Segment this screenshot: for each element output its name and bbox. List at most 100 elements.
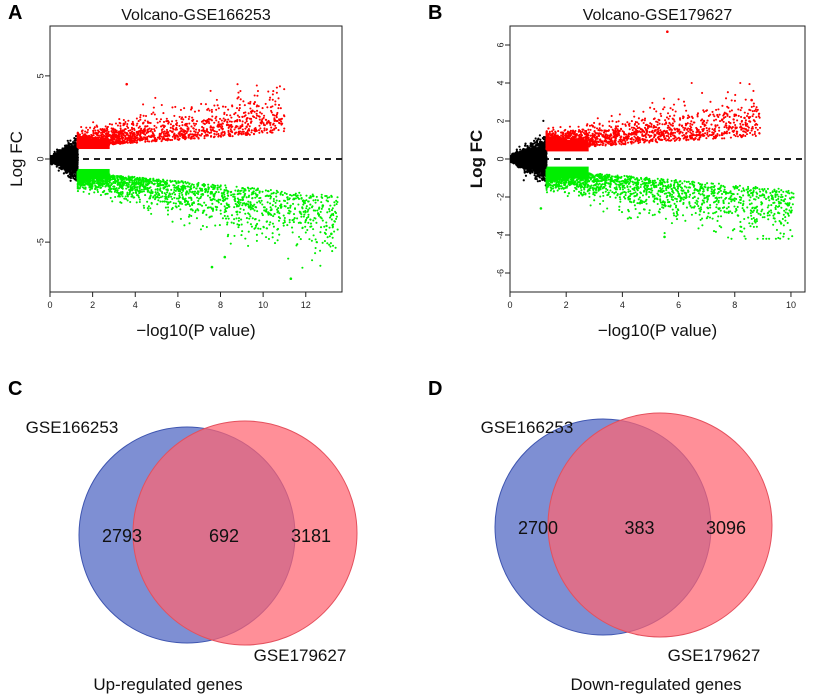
- point-up-regulated: [173, 134, 176, 137]
- point-up-regulated: [187, 136, 190, 139]
- point-up-regulated: [140, 127, 143, 130]
- point-not-significant: [61, 150, 64, 153]
- point-up-regulated: [166, 120, 169, 123]
- point-up-regulated: [76, 136, 80, 139]
- panel-label-d: D: [428, 378, 443, 400]
- point-up-regulated: [211, 115, 214, 118]
- point-up-regulated: [220, 123, 223, 126]
- point-up-regulated: [193, 137, 196, 140]
- point-up-regulated: [245, 120, 248, 123]
- point-up-regulated: [281, 122, 284, 125]
- point-down-regulated: [287, 257, 290, 260]
- point-down-regulated: [245, 217, 248, 220]
- point-up-regulated: [114, 122, 118, 125]
- point-not-significant: [58, 150, 61, 153]
- point-up-regulated: [200, 102, 203, 105]
- point-not-significant: [64, 155, 67, 158]
- point-down-regulated: [241, 204, 244, 207]
- point-not-significant: [56, 154, 59, 157]
- point-up-regulated: [115, 133, 118, 136]
- point-up-regulated: [258, 131, 261, 134]
- point-not-significant: [62, 160, 65, 163]
- point-up-regulated: [169, 129, 172, 132]
- point-up-regulated: [227, 133, 230, 136]
- point-not-significant: [68, 163, 71, 166]
- point-up-regulated: [90, 135, 93, 138]
- point-up-regulated: [166, 130, 169, 133]
- point-up-regulated: [275, 113, 278, 116]
- point-down-regulated: [239, 207, 242, 210]
- point-up-regulated: [129, 129, 132, 132]
- point-down-regulated: [190, 214, 193, 217]
- point-up-regulated: [229, 135, 232, 138]
- point-up-regulated: [215, 133, 218, 136]
- point-up-regulated: [181, 121, 184, 124]
- point-down-regulated: [215, 190, 218, 193]
- point-down-regulated: [188, 222, 191, 225]
- point-up-regulated: [120, 134, 123, 137]
- x-tick-label: 2: [90, 300, 95, 310]
- point-up-regulated: [139, 133, 142, 136]
- point-up-regulated: [229, 128, 232, 131]
- point-down-regulated: [256, 210, 259, 213]
- point-up-regulated: [275, 116, 278, 119]
- point-up-regulated: [227, 129, 230, 132]
- point-up-regulated: [80, 125, 83, 129]
- point-up-regulated: [279, 107, 282, 110]
- point-up-regulated: [272, 123, 275, 126]
- point-down-regulated: [323, 225, 326, 228]
- point-up-regulated: [185, 123, 188, 127]
- point-down-regulated: [302, 203, 305, 206]
- point-up-regulated: [217, 107, 220, 110]
- point-up-regulated: [190, 137, 193, 140]
- x-tick-label: 12: [301, 300, 311, 310]
- point-up-regulated: [227, 118, 230, 121]
- point-up-regulated: [217, 120, 220, 124]
- point-up-regulated: [202, 119, 205, 122]
- point-up-regulated: [162, 112, 165, 115]
- point-up-regulated: [137, 126, 140, 129]
- point-down-regulated: [259, 201, 262, 204]
- point-not-significant: [64, 149, 67, 153]
- point-up-regulated: [147, 121, 150, 124]
- point-up-regulated: [253, 94, 256, 97]
- point-down-regulated: [248, 217, 251, 220]
- point-up-regulated: [272, 90, 275, 93]
- point-up-regulated: [197, 136, 200, 139]
- point-up-regulated: [143, 127, 146, 130]
- point-up-regulated: [135, 137, 138, 140]
- point-not-significant: [63, 167, 66, 170]
- point-up-regulated: [126, 125, 129, 128]
- point-up-regulated: [269, 123, 272, 126]
- point-up-regulated: [179, 108, 182, 111]
- point-up-regulated: [171, 135, 174, 138]
- point-up-regulated: [89, 126, 92, 129]
- y-tick-label: 5: [35, 73, 45, 78]
- point-not-significant: [76, 156, 79, 159]
- point-up-regulated: [132, 137, 135, 140]
- point-down-regulated: [223, 205, 226, 208]
- point-up-regulated: [160, 140, 163, 143]
- point-up-regulated: [141, 122, 145, 125]
- point-not-significant: [67, 174, 70, 177]
- point-up-regulated: [189, 130, 192, 133]
- point-up-regulated: [233, 128, 236, 131]
- point-up-regulated: [246, 123, 250, 126]
- point-up-regulated: [92, 137, 96, 140]
- point-up-regulated: [280, 117, 284, 120]
- point-not-significant: [74, 165, 77, 168]
- point-up-regulated: [131, 141, 134, 144]
- y-axis-label: Log FC: [7, 131, 26, 187]
- point-down-regulated: [181, 193, 184, 197]
- point-up-regulated: [119, 127, 122, 130]
- point-not-significant: [69, 158, 72, 161]
- point-down-regulated: [328, 226, 331, 229]
- point-up-regulated: [146, 125, 149, 128]
- point-up-regulated: [248, 125, 251, 128]
- point-up-regulated: [144, 125, 147, 128]
- point-up-regulated: [95, 133, 99, 136]
- point-up-regulated: [134, 139, 137, 142]
- point-up-regulated: [209, 126, 212, 129]
- point-up-regulated: [222, 117, 225, 120]
- point-down-regulated: [292, 221, 295, 224]
